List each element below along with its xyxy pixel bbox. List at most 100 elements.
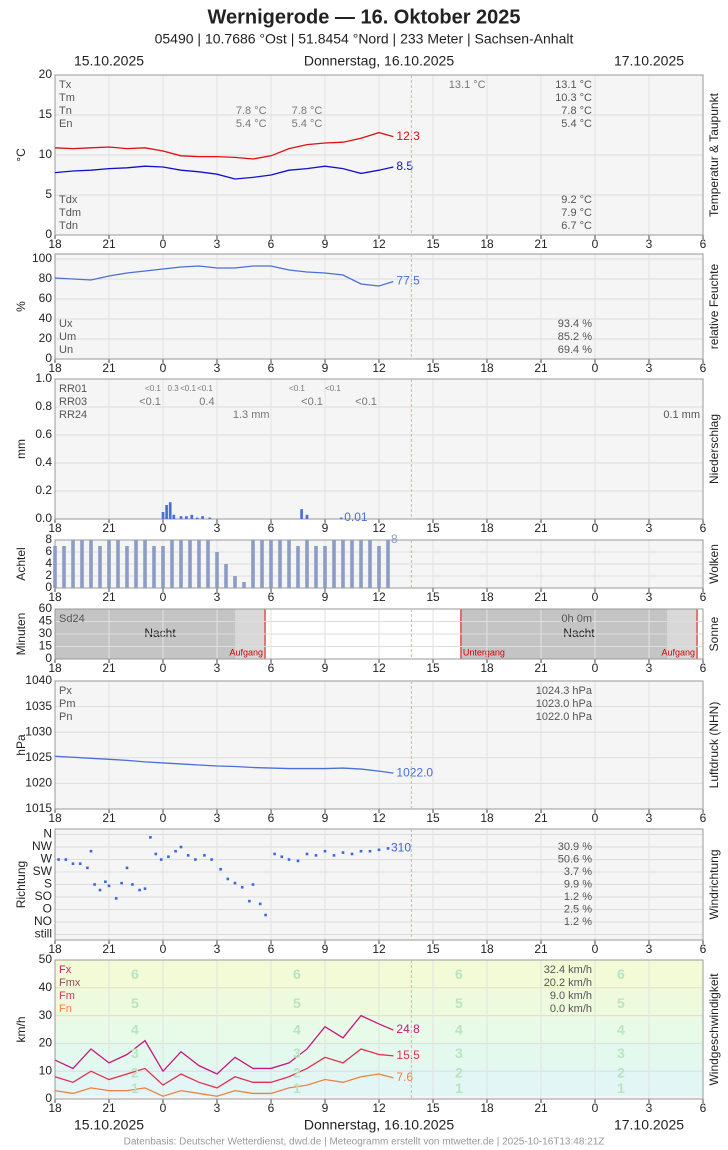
x-tick-label: 12 <box>372 1101 386 1115</box>
x-tick-label: 9 <box>322 661 329 675</box>
x-tick-label: 6 <box>700 521 707 535</box>
y-tick-label: 6 <box>45 544 52 558</box>
x-tick-label: 0 <box>160 1101 167 1115</box>
x-tick-label: 12 <box>372 361 386 375</box>
y-tick-label: 20 <box>39 331 53 345</box>
beaufort-label: 4 <box>455 1022 463 1038</box>
y-tick-label: 0 <box>45 651 52 665</box>
x-tick-label: 3 <box>214 942 221 956</box>
point <box>174 849 177 853</box>
stat-label: Fn <box>59 1003 72 1015</box>
stat-value: 32.4 km/h <box>544 964 592 976</box>
bar <box>165 505 168 519</box>
title: Wernigerode — 16. Oktober 2025 <box>207 6 520 28</box>
y-tick-label: 0 <box>45 227 52 241</box>
x-tick-label: 21 <box>534 661 548 675</box>
beaufort-label: 1 <box>131 1080 139 1096</box>
y-tick-label: 0.6 <box>35 427 52 441</box>
y-tick-label: 1040 <box>25 673 52 687</box>
point <box>78 862 82 865</box>
stat-value: 1023.0 hPa <box>536 698 593 710</box>
bar <box>161 546 165 588</box>
y-tick-label: 40 <box>39 980 53 994</box>
direction-share: 30.9 % <box>558 841 592 853</box>
beaufort-label: 3 <box>131 1045 139 1061</box>
point <box>203 854 206 857</box>
point <box>143 887 147 890</box>
stat-label: Px <box>59 685 72 697</box>
y-tick-label: W <box>41 852 53 866</box>
y-axis-label: °C <box>14 148 28 162</box>
daily-value: <0.1 <box>301 396 323 408</box>
x-tick-label: 0 <box>592 661 599 675</box>
bar <box>208 517 212 519</box>
x-tick-label: 6 <box>700 237 707 251</box>
bar <box>377 546 381 588</box>
x-tick-label: 0 <box>160 811 167 825</box>
point <box>71 862 75 865</box>
beaufort-label: 6 <box>455 966 463 982</box>
x-tick-label: 9 <box>322 1101 329 1115</box>
x-tick-label: 0 <box>160 521 167 535</box>
x-tick-label: 0 <box>160 661 167 675</box>
bar <box>179 540 183 588</box>
bar <box>152 546 156 588</box>
x-tick-label: 0 <box>592 361 599 375</box>
stat-value: 1022.0 hPa <box>536 711 593 723</box>
x-tick-label: 3 <box>646 237 653 251</box>
bar <box>215 552 219 588</box>
night-label: Nacht <box>563 626 595 640</box>
beaufort-label: 6 <box>293 966 301 982</box>
point <box>210 858 213 861</box>
point <box>287 858 291 861</box>
y-tick-label: 0.0 <box>35 511 52 525</box>
bar <box>185 516 188 519</box>
y-tick-label: SO <box>35 889 52 903</box>
y-tick-label: still <box>35 927 52 941</box>
date-label: 17.10.2025 <box>614 53 684 69</box>
stat-value: 5.4 °C <box>561 118 592 130</box>
stat-value: 10.3 °C <box>555 92 592 104</box>
point <box>86 866 89 870</box>
y-axis-label: hPa <box>14 734 28 756</box>
stat-label: Fmx <box>59 977 81 989</box>
stat-label: Ux <box>59 318 73 330</box>
y-axis-label: Achtel <box>14 547 28 580</box>
direction-share: 2.5 % <box>564 903 592 915</box>
y-tick-label: 1030 <box>25 724 52 738</box>
point <box>89 849 93 853</box>
date-label: Donnerstag, 16.10.2025 <box>304 1117 454 1133</box>
direction-share: 1.2 % <box>564 891 592 903</box>
point <box>296 859 300 863</box>
direction-share: 1.2 % <box>564 916 592 928</box>
line <box>54 1073 394 1097</box>
x-tick-label: 18 <box>480 1101 494 1115</box>
beaufort-label: 4 <box>293 1022 301 1038</box>
point <box>251 883 255 886</box>
x-tick-label: 0 <box>160 361 167 375</box>
point <box>248 899 251 903</box>
point <box>226 877 230 881</box>
x-tick-label: 12 <box>372 942 386 956</box>
y-tick-label: 20 <box>39 67 53 81</box>
sun-event-label: Aufgang <box>662 647 696 657</box>
line <box>54 755 394 774</box>
bar <box>350 540 354 588</box>
stat-value: 93.4 % <box>558 318 592 330</box>
beaufort-label: 2 <box>293 1065 301 1081</box>
panel-label: relative Feuchte <box>707 263 721 349</box>
beaufort-label: 5 <box>455 995 463 1011</box>
daily-value: 13.1 °C <box>449 79 486 91</box>
point <box>104 880 107 884</box>
x-tick-label: 18 <box>480 661 494 675</box>
bar <box>62 546 66 588</box>
y-tick-label: 20 <box>39 1036 53 1050</box>
x-tick-label: 21 <box>534 1101 548 1115</box>
point <box>233 881 237 885</box>
x-tick-label: 15 <box>426 811 440 825</box>
daily-value: <0.1 <box>355 396 377 408</box>
beaufort-label: 2 <box>455 1065 463 1081</box>
x-tick-label: 6 <box>268 1101 275 1115</box>
sun-event-label: Aufgang <box>230 647 264 657</box>
point <box>368 849 372 853</box>
